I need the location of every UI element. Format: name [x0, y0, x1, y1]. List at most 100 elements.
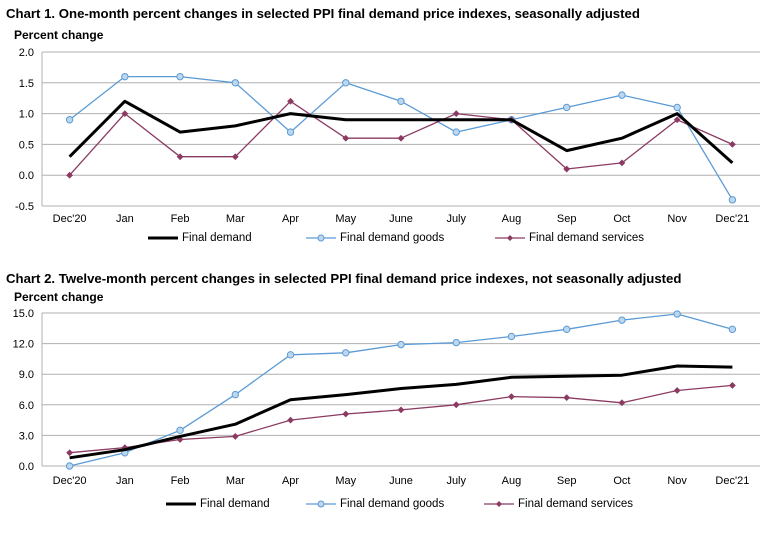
data-point-goods: [728, 196, 737, 204]
chart1-legend-final-demand: Final demand: [148, 232, 252, 244]
series-line-final-demand: [68, 99, 734, 165]
chart1-ylabel: Percent change: [14, 28, 104, 42]
chart2-ylabel: Percent change: [14, 290, 104, 304]
data-point-goods: [397, 340, 405, 349]
x-tick-label: July: [446, 213, 466, 225]
x-tick-label: Dec'20: [53, 213, 87, 225]
data-point-goods: [342, 79, 350, 87]
data-point-goods: [65, 116, 74, 124]
data-point-services: [66, 449, 74, 457]
x-tick-label: June: [389, 213, 413, 225]
data-point-services: [287, 416, 294, 424]
x-tick-label: Apr: [282, 475, 299, 487]
data-point-services: [66, 171, 74, 179]
x-tick-label: Nov: [667, 475, 687, 487]
data-point-services: [342, 410, 350, 418]
y-tick-label: 6.0: [19, 400, 34, 412]
y-tick-label: 2.0: [19, 47, 34, 59]
legend-circle-marker-icon: [306, 500, 336, 508]
y-tick-label: 1.0: [19, 109, 34, 121]
data-point-services: [231, 153, 239, 161]
data-point-services: [673, 116, 681, 124]
x-tick-label: Feb: [171, 475, 190, 487]
chart1-title: Chart 1. One-month percent changes in se…: [6, 6, 640, 21]
y-tick-label: 1.5: [19, 78, 34, 90]
x-tick-label: Nov: [667, 213, 687, 225]
data-point-goods: [728, 325, 737, 334]
x-tick-label: Feb: [171, 213, 190, 225]
data-point-services: [728, 382, 736, 389]
data-point-services: [452, 401, 460, 409]
data-point-services: [397, 406, 405, 414]
x-tick-label: July: [446, 475, 466, 487]
chart1-legend-final-demand-label: Final demand: [182, 232, 252, 244]
data-point-goods: [176, 72, 184, 81]
data-point-services: [176, 153, 184, 161]
chart2-legend-final-demand: Final demand: [166, 498, 270, 510]
x-tick-label: Aug: [502, 213, 522, 225]
data-point-services: [563, 394, 571, 402]
chart2-legend-final-demand-label: Final demand: [200, 498, 270, 510]
chart2-legend-services: Final demand services: [484, 498, 633, 510]
y-tick-label: 0.0: [19, 170, 34, 182]
data-point-goods: [562, 325, 571, 334]
chart2-legend-services-label: Final demand services: [518, 498, 634, 510]
y-tick-label: 3.0: [19, 430, 34, 442]
data-point-services: [508, 393, 515, 401]
legend-line-icon: [166, 502, 196, 506]
chart1-legend-services-label: Final demand services: [529, 232, 645, 244]
series-line-services: [69, 384, 733, 454]
data-point-services: [397, 134, 405, 142]
chart1-legend-services: Final demand services: [495, 232, 644, 244]
data-point-goods: [121, 72, 129, 81]
data-point-goods: [673, 310, 681, 318]
y-tick-label: 9.0: [19, 369, 34, 381]
chart2-title: Chart 2. Twelve-month percent changes in…: [6, 271, 682, 286]
data-point-goods: [452, 128, 460, 136]
x-tick-label: Oct: [613, 213, 630, 225]
data-point-goods: [176, 426, 184, 434]
data-point-goods: [286, 128, 295, 136]
legend-line-icon: [148, 236, 178, 240]
data-point-goods: [231, 79, 240, 87]
data-point-services: [563, 165, 571, 173]
data-point-services: [287, 97, 294, 105]
data-point-services: [618, 399, 626, 407]
chart2-legend-goods: Final demand goods: [306, 498, 444, 510]
data-point-services: [231, 433, 239, 440]
x-tick-label: Jan: [116, 475, 134, 487]
data-point-goods: [286, 351, 295, 359]
data-point-services: [452, 110, 460, 117]
series-line-final-demand: [69, 364, 733, 460]
x-tick-label: Sep: [557, 213, 577, 225]
x-tick-label: June: [389, 475, 413, 487]
data-point-goods: [618, 91, 626, 99]
data-point-goods: [231, 390, 240, 399]
legend-diamond-marker-icon: [484, 501, 514, 507]
x-tick-label: Mar: [226, 475, 245, 487]
x-tick-label: Aug: [502, 475, 522, 487]
data-point-goods: [452, 338, 460, 347]
legend-diamond-marker-icon: [495, 235, 525, 241]
data-point-goods: [342, 349, 350, 357]
x-tick-label: Dec'21: [715, 475, 749, 487]
x-tick-label: Dec'21: [715, 213, 749, 225]
x-tick-label: May: [335, 213, 356, 225]
data-point-goods: [618, 316, 626, 324]
data-point-goods: [673, 103, 681, 112]
data-point-goods: [65, 462, 74, 470]
data-point-services: [728, 141, 736, 148]
chart1-legend-goods: Final demand goods: [306, 232, 444, 244]
y-tick-label: 12.0: [13, 339, 34, 351]
y-tick-label: 0.0: [19, 461, 34, 473]
data-point-services: [673, 387, 681, 394]
x-tick-label: Sep: [557, 475, 577, 487]
x-tick-label: Mar: [226, 213, 245, 225]
x-tick-label: Dec'20: [53, 475, 87, 487]
y-tick-label: 0.5: [19, 139, 34, 151]
data-point-goods: [397, 97, 405, 105]
chart2-legend-goods-label: Final demand goods: [340, 498, 445, 510]
y-tick-label: 15.0: [13, 308, 34, 320]
